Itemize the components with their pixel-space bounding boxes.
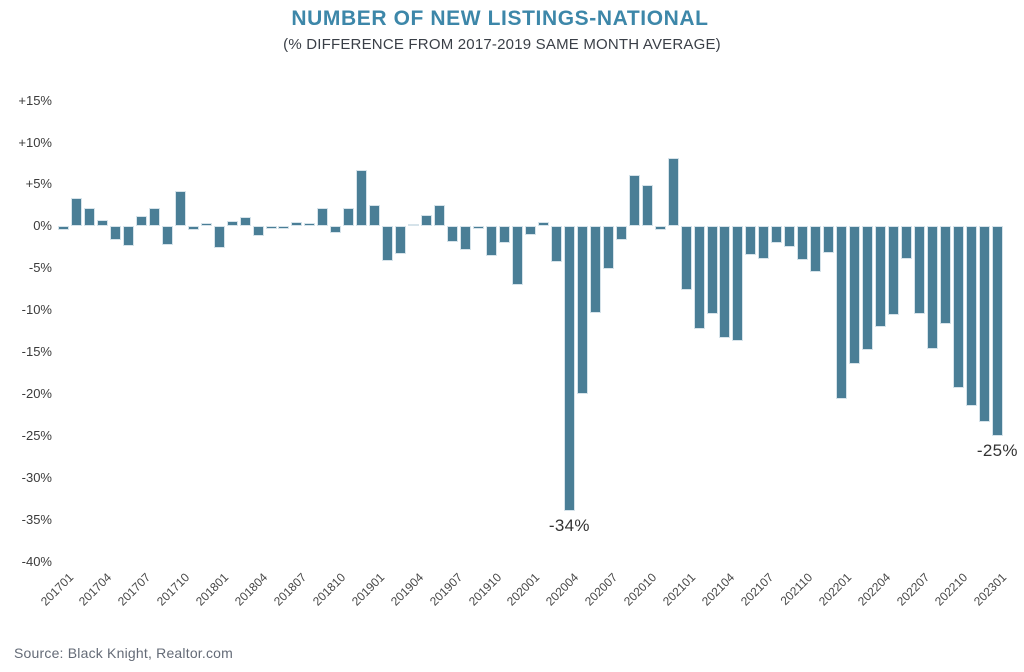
bar-201807 bbox=[291, 222, 302, 227]
bar-202212 bbox=[979, 226, 990, 423]
bar-201801 bbox=[214, 226, 225, 249]
bar-201706 bbox=[123, 226, 134, 246]
bar-201711 bbox=[188, 226, 199, 231]
y-tick-label--5: -5% bbox=[28, 260, 52, 276]
bar-201911 bbox=[499, 226, 510, 244]
bar-201803 bbox=[240, 217, 251, 227]
chart-subtitle: (% DIFFERENCE FROM 2017-2019 SAME MONTH … bbox=[283, 36, 721, 53]
bar-201906 bbox=[434, 205, 445, 227]
bar-202112 bbox=[823, 226, 834, 254]
bar-201808 bbox=[304, 222, 315, 227]
y-tick-label--40: -40% bbox=[21, 553, 52, 569]
bar-201708 bbox=[149, 207, 160, 227]
bar-202209 bbox=[940, 226, 951, 325]
y-tick-label--15: -15% bbox=[21, 344, 52, 359]
bar-202111 bbox=[810, 226, 821, 273]
bar-202105 bbox=[732, 226, 743, 342]
bar-202102 bbox=[694, 226, 705, 329]
bar-201702 bbox=[71, 197, 82, 227]
bar-201704 bbox=[97, 219, 108, 227]
bar-202011 bbox=[655, 226, 666, 230]
bar-201905 bbox=[421, 214, 432, 227]
bar-202004 bbox=[564, 226, 575, 512]
bar-202002 bbox=[538, 222, 549, 227]
bar-201903 bbox=[395, 226, 406, 254]
bar-value-label-202004: -34% bbox=[548, 516, 590, 536]
bar-201811 bbox=[343, 207, 354, 227]
bar-202207 bbox=[914, 226, 925, 315]
bar-202108 bbox=[771, 226, 782, 244]
bar-201806 bbox=[278, 226, 289, 229]
bar-201904 bbox=[408, 223, 419, 227]
bar-201910 bbox=[486, 226, 497, 257]
bar-202109 bbox=[784, 226, 795, 248]
y-tick-label--10: -10% bbox=[21, 302, 52, 318]
bar-201812 bbox=[356, 170, 367, 227]
chart-title: NUMBER OF NEW LISTINGS-NATIONAL bbox=[291, 7, 709, 30]
bar-201809 bbox=[317, 207, 328, 227]
bar-202107 bbox=[758, 226, 769, 259]
bar-201902 bbox=[382, 226, 393, 262]
bar-202205 bbox=[888, 226, 899, 316]
bar-202012 bbox=[668, 158, 679, 227]
bar-202201 bbox=[836, 226, 847, 399]
bar-201908 bbox=[460, 226, 471, 250]
bar-202202 bbox=[849, 226, 860, 364]
bar-201701 bbox=[58, 226, 69, 231]
bar-202008 bbox=[616, 226, 627, 240]
bar-201805 bbox=[266, 226, 277, 229]
bar-202110 bbox=[797, 226, 808, 260]
y-tick-label--35: -35% bbox=[21, 511, 52, 527]
bar-202301 bbox=[992, 226, 1003, 436]
y-tick-label--25: -25% bbox=[21, 427, 52, 443]
bar-202208 bbox=[927, 226, 938, 349]
y-tick-label--20: -20% bbox=[21, 385, 52, 401]
bar-202211 bbox=[966, 226, 977, 406]
source-note: Source: Black Knight, Realtor.com bbox=[14, 645, 234, 661]
y-tick-label-5: +5% bbox=[25, 176, 52, 192]
bar-201710 bbox=[175, 191, 186, 227]
bar-202104 bbox=[719, 226, 730, 338]
bar-202009 bbox=[629, 175, 640, 227]
bar-201810 bbox=[330, 226, 341, 233]
bar-202001 bbox=[525, 226, 536, 235]
y-tick-label--30: -30% bbox=[21, 469, 52, 485]
bar-201907 bbox=[447, 226, 458, 243]
bar-202101 bbox=[681, 226, 692, 290]
bar-201703 bbox=[84, 207, 95, 227]
bar-202007 bbox=[603, 226, 614, 270]
bar-201712 bbox=[201, 222, 212, 227]
bar-202204 bbox=[875, 226, 886, 327]
x-tick-label-201701: 201701 bbox=[37, 570, 76, 609]
bar-201909 bbox=[473, 226, 484, 229]
bar-201901 bbox=[369, 204, 380, 227]
bar-value-label-202301: -25% bbox=[976, 440, 1018, 460]
y-tick-label-10: +10% bbox=[18, 134, 52, 150]
bar-202103 bbox=[707, 226, 718, 315]
bar-202203 bbox=[862, 226, 873, 351]
bar-201709 bbox=[162, 226, 173, 245]
bar-201707 bbox=[136, 216, 147, 227]
bar-201912 bbox=[512, 226, 523, 285]
bar-202210 bbox=[953, 226, 964, 389]
bar-202206 bbox=[901, 226, 912, 259]
bar-201802 bbox=[227, 221, 238, 227]
bar-202005 bbox=[577, 226, 588, 394]
bar-202010 bbox=[642, 185, 653, 227]
bar-202003 bbox=[551, 226, 562, 263]
bar-201705 bbox=[110, 226, 121, 240]
bar-201804 bbox=[253, 226, 264, 237]
bar-202106 bbox=[745, 226, 756, 255]
y-tick-label-15: +15% bbox=[18, 92, 52, 108]
y-tick-label-0: 0% bbox=[33, 218, 52, 234]
bar-202006 bbox=[590, 226, 601, 314]
